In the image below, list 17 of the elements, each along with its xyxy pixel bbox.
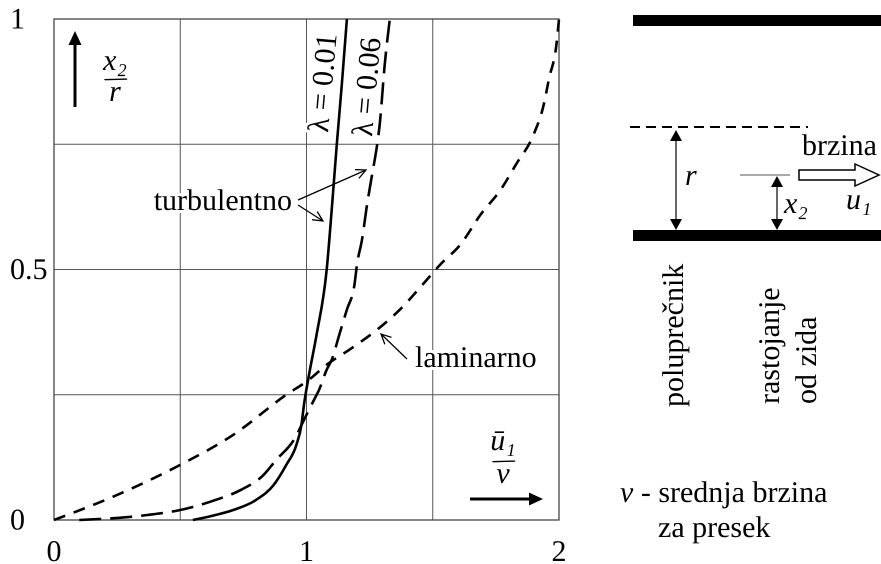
text: poluprečnik: [657, 264, 690, 407]
x-tick-label: 1: [299, 535, 314, 564]
text: r: [685, 159, 697, 192]
text: brzina: [802, 129, 877, 162]
text: u₁: [846, 183, 872, 216]
x-tick-label: 0: [46, 535, 62, 564]
y-tick-label: 0: [10, 504, 25, 536]
y-axis-title: x₂/r: [98, 44, 134, 108]
text: λ = 0.01: [302, 32, 344, 134]
text: rastojanje od zida: [753, 287, 823, 404]
text: λ = 0.06: [346, 36, 388, 138]
text: x₂: [783, 187, 808, 220]
line-series: [52, 18, 560, 522]
y-tick-label: 0.5: [10, 253, 48, 286]
y-tick-label: 1: [10, 2, 25, 36]
x-tick-label: 2: [552, 535, 566, 564]
text: v - srednja brzina za presek: [620, 476, 828, 544]
